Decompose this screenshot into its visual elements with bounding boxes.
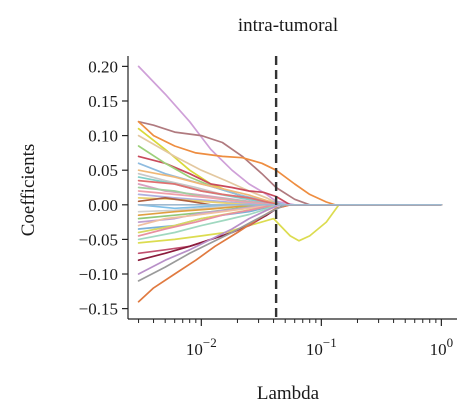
coefficient-path-6 [137,155,443,206]
x-tick-label: 10−1 [306,335,337,359]
y-axis-title: Coefficients [18,144,39,237]
coefficient-path-3 [137,120,443,206]
coefficient-path-2 [137,120,443,206]
axes: 0.20 0.15 0.10 0.05 0.00 −0.05 −0.10 −0.15 10−2 1… [79,56,457,359]
coefficient-path-1 [137,65,443,206]
y-tick-label: 0.05 [88,161,118,180]
coefficient-path-33 [137,203,443,303]
x-tick-label: 100 [430,335,454,359]
coefficient-path-30 [137,203,443,255]
coefficient-path-29 [137,203,443,244]
coefficient-path-5 [137,134,443,206]
x-axis-title: Lambda [257,383,320,404]
y-tick-label: 0.15 [88,92,118,111]
y-tick-label: 0.10 [88,127,118,146]
coefficient-path-32 [137,203,443,275]
coefficient-path-34 [137,203,443,282]
y-tick-label: 0.20 [88,57,118,76]
y-tick-label: 0.00 [88,196,118,215]
y-tick-label: −0.05 [79,230,118,249]
y-tick-label: −0.10 [79,265,118,284]
x-tick-label: 10−2 [186,335,217,359]
y-tick-label: −0.15 [79,300,118,319]
coefficient-paths [137,65,443,303]
chart-title: intra-tumoral [238,15,338,36]
